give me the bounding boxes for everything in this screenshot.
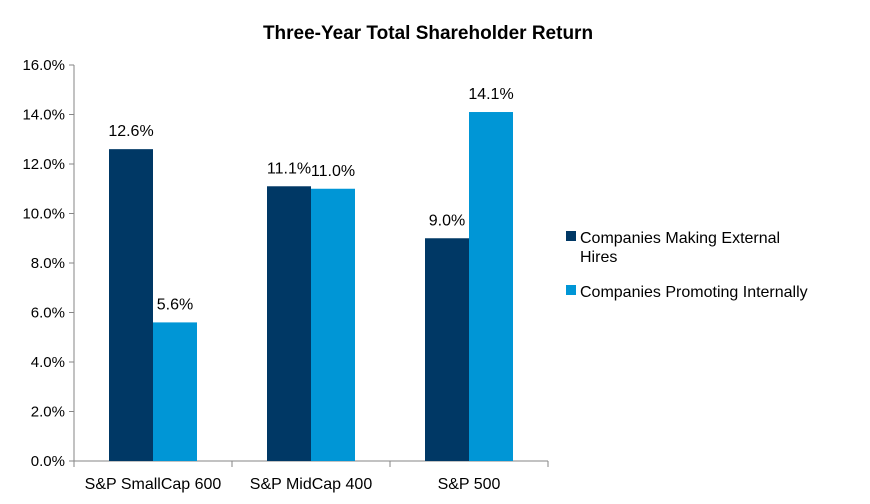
legend-label: Companies Promoting Internally bbox=[580, 284, 808, 301]
y-tick-label: 2.0% bbox=[31, 404, 65, 421]
bar bbox=[153, 322, 197, 461]
y-tick-label: 16.0% bbox=[22, 57, 65, 74]
legend-label: Companies Making External Hires bbox=[580, 230, 780, 266]
category-label: S&P 500 bbox=[438, 476, 501, 493]
y-tick-label: 6.0% bbox=[31, 305, 65, 322]
legend: Companies Making External Hires Companies … bbox=[566, 230, 808, 301]
category-label: S&P MidCap 400 bbox=[250, 476, 373, 493]
bar bbox=[469, 112, 513, 462]
legend-swatch bbox=[566, 285, 576, 295]
chart-title: Three-Year Total Shareholder Return bbox=[263, 23, 593, 44]
legend-item: Companies Making External Hires bbox=[566, 230, 780, 266]
category-label: S&P SmallCap 600 bbox=[85, 476, 222, 493]
y-tick-label: 0.0% bbox=[31, 453, 65, 470]
data-labels: 12.6% 5.6% 11.1% 11.0% 9.0% 14.1% bbox=[108, 86, 513, 313]
data-label: 14.1% bbox=[468, 86, 513, 103]
y-tick-label: 12.0% bbox=[22, 156, 65, 173]
data-label: 5.6% bbox=[157, 296, 193, 313]
legend-swatch bbox=[566, 231, 576, 241]
data-label: 9.0% bbox=[429, 212, 465, 229]
y-tick-label: 14.0% bbox=[22, 107, 65, 124]
y-tick-label: 4.0% bbox=[31, 354, 65, 371]
data-label: 12.6% bbox=[108, 123, 153, 140]
bar bbox=[311, 188, 355, 461]
axes: 0.0% 2.0% 4.0% 6.0% 8.0% 10.0% 12.0% 14.0% 16.0%… bbox=[22, 57, 549, 493]
data-label: 11.1% bbox=[267, 160, 311, 177]
bars bbox=[109, 112, 513, 462]
y-tick-label: 8.0% bbox=[31, 255, 65, 272]
bar bbox=[267, 186, 311, 461]
legend-item: Companies Promoting Internally bbox=[566, 284, 808, 301]
y-tick-label: 10.0% bbox=[22, 206, 65, 223]
data-label: 11.0% bbox=[311, 163, 355, 180]
bar bbox=[109, 149, 153, 461]
bar bbox=[425, 238, 469, 461]
